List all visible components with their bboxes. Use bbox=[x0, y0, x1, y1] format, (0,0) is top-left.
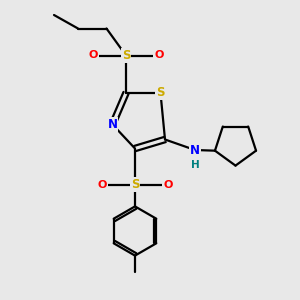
Text: O: O bbox=[88, 50, 98, 61]
Text: H: H bbox=[190, 160, 200, 170]
Text: O: O bbox=[97, 179, 107, 190]
Text: S: S bbox=[122, 49, 130, 62]
Text: N: N bbox=[107, 118, 118, 131]
Text: S: S bbox=[131, 178, 139, 191]
Text: N: N bbox=[190, 143, 200, 157]
Text: S: S bbox=[156, 86, 165, 100]
Text: O: O bbox=[154, 50, 164, 61]
Text: O: O bbox=[163, 179, 173, 190]
